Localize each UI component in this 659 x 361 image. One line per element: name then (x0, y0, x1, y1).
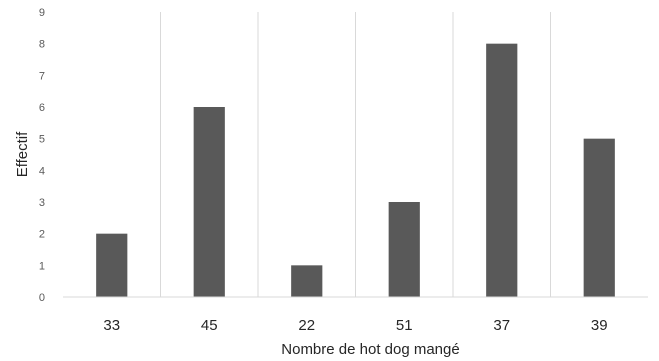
x-tick-label: 37 (493, 317, 510, 334)
x-tick-label: 39 (591, 317, 608, 334)
x-tick-label: 45 (201, 317, 218, 334)
y-tick-label: 1 (39, 260, 45, 272)
bar-39 (583, 138, 615, 297)
grid-lines (160, 12, 551, 297)
bar-37 (486, 43, 518, 297)
y-tick-label: 9 (39, 7, 45, 19)
x-axis-ticks: 33 45 22 51 37 39 (103, 317, 607, 334)
y-tick-label: 8 (39, 39, 45, 51)
bar-45 (193, 107, 225, 297)
bar-51 (388, 202, 420, 297)
y-tick-label: 3 (39, 197, 45, 209)
bars (96, 43, 615, 297)
y-tick-label: 7 (39, 70, 45, 82)
bar-33 (96, 233, 128, 297)
y-tick-label: 4 (39, 165, 45, 177)
x-tick-label: 51 (396, 317, 413, 334)
y-tick-label: 5 (39, 134, 45, 146)
y-axis-ticks: 0 1 2 3 4 5 6 7 8 9 (39, 7, 45, 304)
x-tick-label: 33 (103, 317, 120, 334)
y-tick-label: 0 (39, 292, 45, 304)
x-tick-label: 22 (298, 317, 315, 334)
y-tick-label: 6 (39, 102, 45, 114)
y-tick-label: 2 (39, 229, 45, 241)
bar-22 (291, 265, 323, 297)
x-axis-label: Nombre de hot dog mangé (281, 341, 459, 358)
y-axis-label: Effectif (14, 131, 31, 177)
